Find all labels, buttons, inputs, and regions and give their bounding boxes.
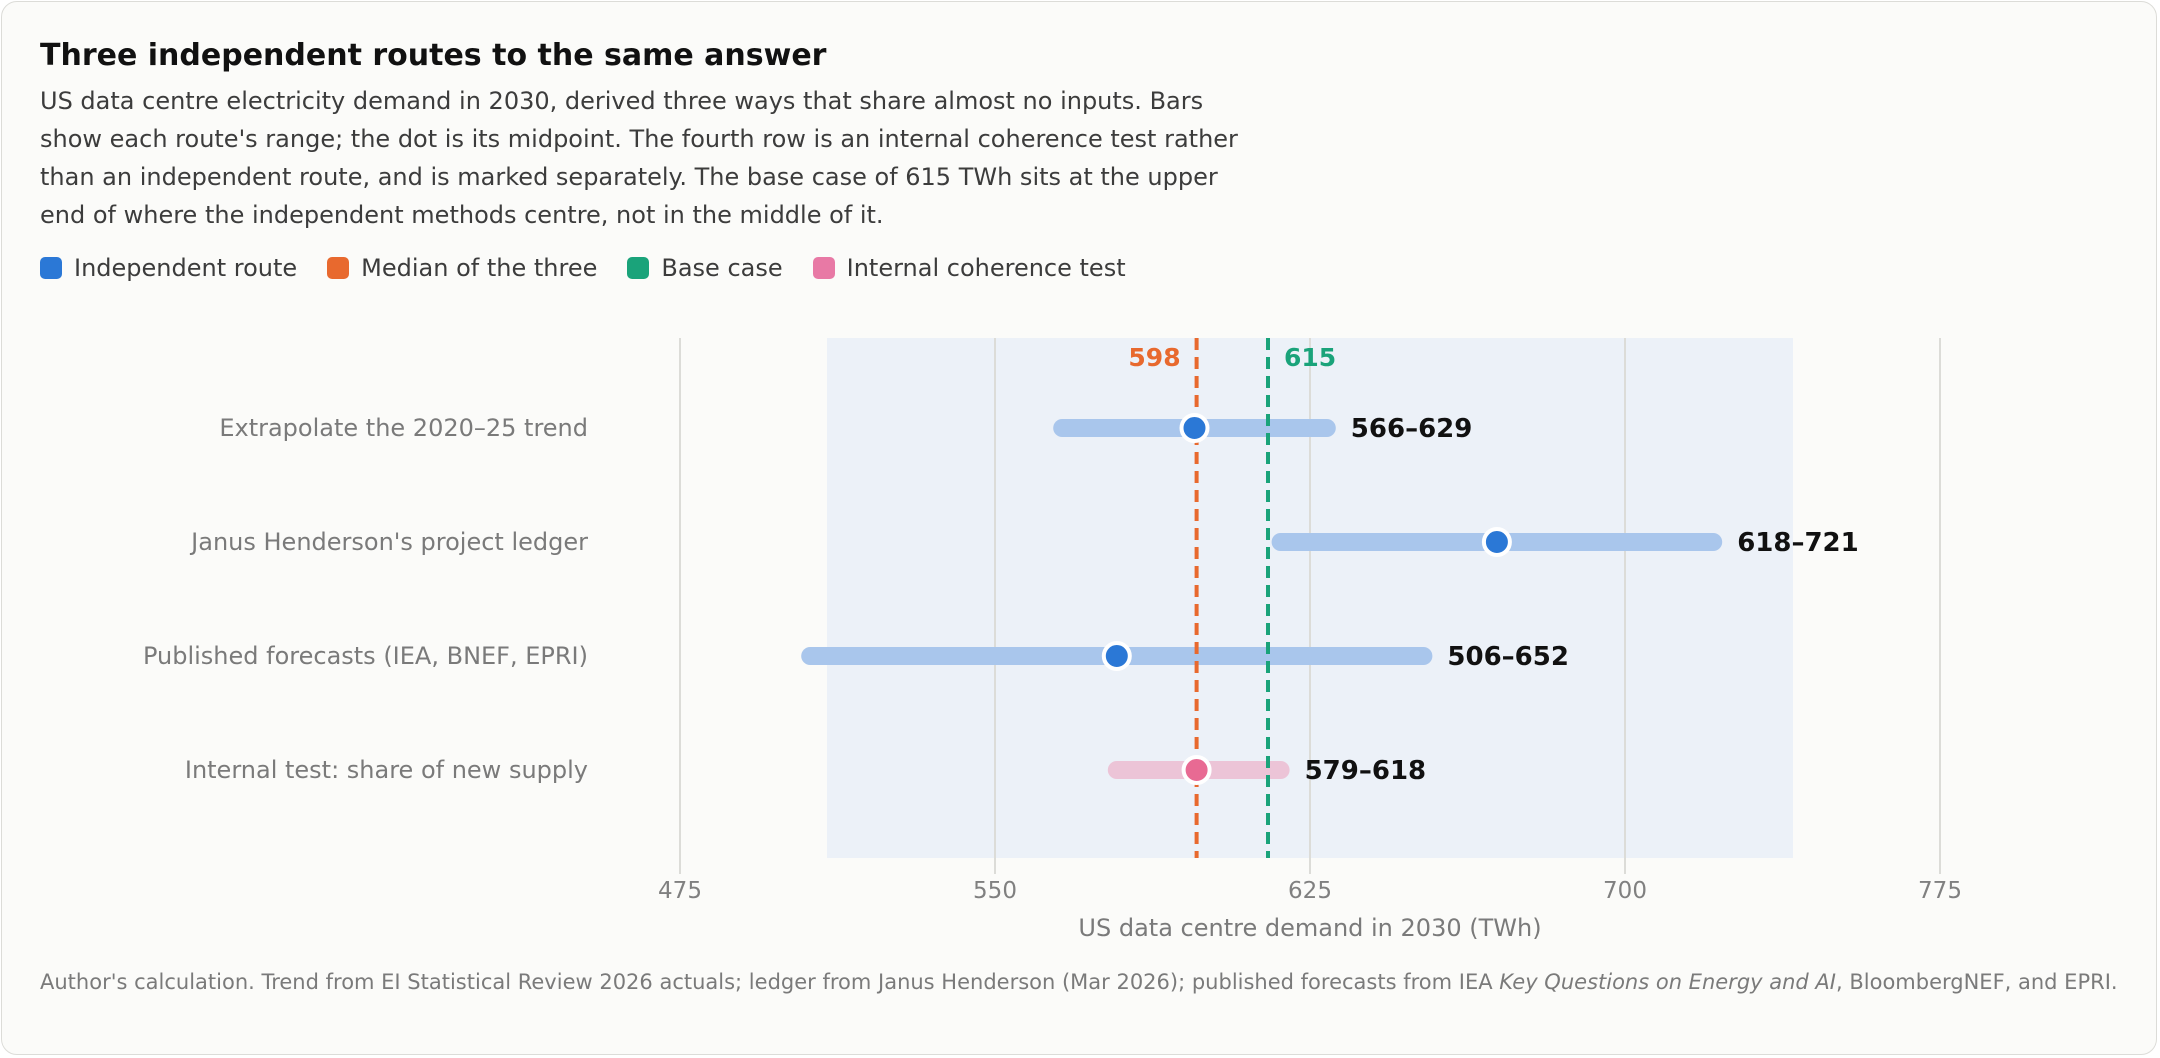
legend-item-median: Median of the three <box>327 254 597 282</box>
source-note-text-end: , BloombergNEF, and EPRI. <box>1836 970 2118 994</box>
row-label-4: Internal test: share of new supply <box>185 756 588 784</box>
legend-swatch-base-case <box>627 257 650 279</box>
legend-label-internal-test: Internal coherence test <box>846 254 1126 282</box>
midpoint-dot-2 <box>1481 527 1512 557</box>
chart-subtitle: US data centre electricity demand in 203… <box>40 87 1238 229</box>
chart-title: Three independent routes to the same ans… <box>40 38 827 73</box>
legend-label-base-case: Base case <box>661 254 783 282</box>
x-axis-label: US data centre demand in 2030 (TWh) <box>1078 914 1541 942</box>
legend-item-internal-test: Internal coherence test <box>812 254 1126 282</box>
range-label-4: 579–618 <box>1305 756 1427 786</box>
x-tick-label-775: 775 <box>1918 878 1962 904</box>
range-label-1: 566–629 <box>1351 414 1473 444</box>
source-note: Author's calculation. Trend from EI Stat… <box>40 966 2130 998</box>
legend-label-independent: Independent route <box>74 254 298 282</box>
row-label-2: Janus Henderson's project ledger <box>189 528 588 556</box>
row-label-3: Published forecasts (IEA, BNEF, EPRI) <box>143 642 588 670</box>
x-tick-label-700: 700 <box>1603 878 1647 904</box>
x-tick-label-625: 625 <box>1288 878 1332 904</box>
legend-item-independent: Independent route <box>40 254 297 282</box>
row-label-1: Extrapolate the 2020–25 trend <box>219 414 588 442</box>
x-tick-label-475: 475 <box>658 878 702 904</box>
legend: Independent route Median of the three Ba… <box>40 254 1126 282</box>
range-label-3: 506–652 <box>1447 642 1569 672</box>
source-note-text: Author's calculation. Trend from EI Stat… <box>40 970 1500 994</box>
reference-label-615: 615 <box>1284 343 1336 372</box>
source-note-report-title: Key Questions on Energy and AI <box>1499 970 1836 994</box>
reference-label-598: 598 <box>1128 343 1180 372</box>
legend-swatch-independent <box>40 257 62 279</box>
midpoint-dot-3 <box>1101 641 1132 671</box>
legend-swatch-internal-test <box>812 257 835 279</box>
legend-swatch-median <box>327 257 350 279</box>
midpoint-dot-4 <box>1181 755 1212 785</box>
range-label-2: 618–721 <box>1737 528 1859 558</box>
legend-label-median: Median of the three <box>361 254 598 282</box>
x-tick-label-550: 550 <box>973 878 1017 904</box>
legend-item-base-case: Base case <box>627 254 783 282</box>
midpoint-dot-1 <box>1179 413 1210 443</box>
